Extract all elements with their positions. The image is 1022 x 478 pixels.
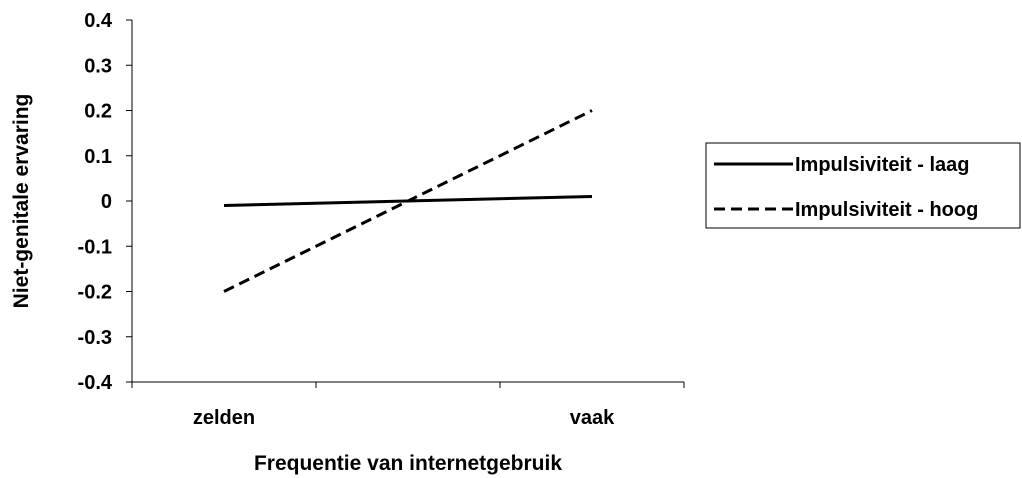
- y-tick-label: -0.2: [78, 282, 112, 304]
- y-tick-label: -0.3: [78, 327, 112, 349]
- y-tick-label: 0.4: [84, 10, 113, 32]
- y-tick-label: 0.1: [84, 146, 112, 168]
- legend-box: [705, 142, 1021, 229]
- x-tick-label: vaak: [570, 407, 615, 429]
- y-axis-title: Niet-genitale ervaring: [10, 94, 33, 309]
- series-lines: [223, 109, 593, 293]
- x-axis-tick-labels: zelden vaak: [193, 407, 615, 429]
- y-tick-label: -0.1: [78, 236, 112, 258]
- x-axis-ticks: [131, 382, 685, 388]
- legend: Impulsiviteit - laag Impulsiviteit - hoog: [705, 142, 1021, 229]
- y-tick-label: -0.4: [78, 372, 113, 394]
- y-tick-label: 0: [101, 191, 112, 213]
- y-axis-tick-labels: -0.4 -0.3 -0.2 -0.1 0 0.1 0.2 0.3 0.4: [78, 10, 113, 394]
- x-tick-label: zelden: [193, 407, 255, 429]
- y-tick-label: 0.3: [84, 55, 112, 77]
- legend-label-2: Impulsiviteit - hoog: [795, 199, 978, 221]
- y-tick-label: 0.2: [84, 101, 112, 123]
- x-axis-title: Frequentie van internetgebruik: [254, 452, 562, 475]
- legend-label-1: Impulsiviteit - laag: [795, 154, 969, 176]
- series-line-2: [223, 109, 593, 293]
- y-axis-ticks: [126, 19, 132, 383]
